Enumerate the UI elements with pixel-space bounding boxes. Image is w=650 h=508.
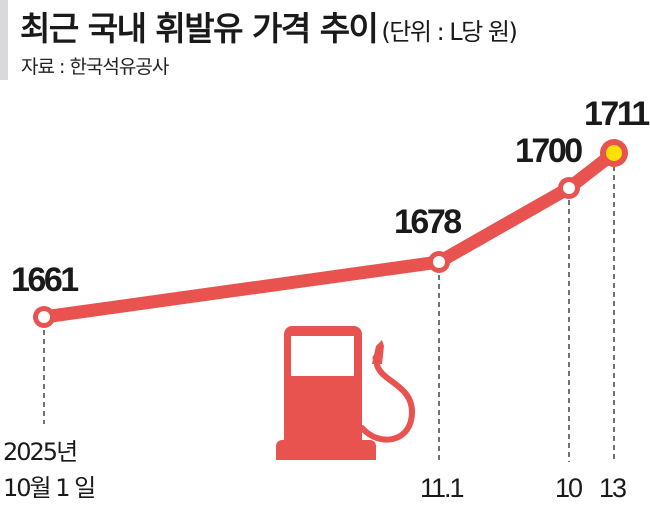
value-label-4: 1711 xyxy=(584,95,650,133)
chart-header: 최근 국내 휘발유 가격 추이 (단위 : L당 원) xyxy=(20,2,518,50)
unit-label: (단위 : L당 원) xyxy=(381,18,517,46)
value-label-3: 1700 xyxy=(515,132,583,170)
x-label-year: 2025년 xyxy=(3,438,78,466)
data-markers xyxy=(33,139,628,328)
side-accent-bar xyxy=(0,0,8,80)
x-label-date-1: 10월 1 일 xyxy=(3,474,96,502)
drop-lines xyxy=(43,166,615,462)
value-label-2: 1678 xyxy=(394,203,462,241)
value-label-1: 1661 xyxy=(11,261,79,299)
source-label: 자료 : 한국석유공사 xyxy=(21,56,169,78)
x-label-date-2: 11.1 xyxy=(420,473,465,503)
chart-title: 최근 국내 휘발유 가격 추이 xyxy=(20,9,379,48)
x-label-date-4: 13 xyxy=(599,473,627,503)
gas-pump-icon xyxy=(276,326,416,460)
x-label-date-3: 10 xyxy=(555,473,583,503)
price-line xyxy=(43,147,618,324)
